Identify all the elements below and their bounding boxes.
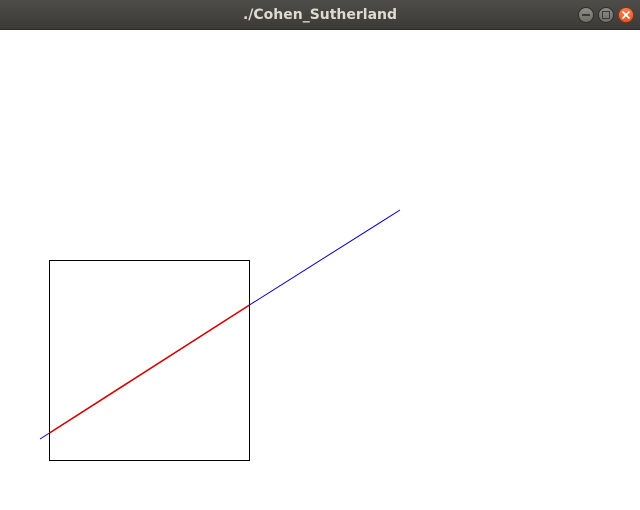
maximize-button[interactable] xyxy=(598,7,614,23)
clipping-window xyxy=(49,260,250,461)
close-icon xyxy=(622,11,630,19)
drawing-canvas xyxy=(0,30,640,510)
minimize-icon xyxy=(582,14,590,16)
line-segment-outside-right xyxy=(249,209,401,306)
maximize-icon xyxy=(602,11,610,19)
line-segment-outside-left xyxy=(39,432,50,440)
minimize-button[interactable] xyxy=(578,7,594,23)
title-bar[interactable]: ./Cohen_Sutherland xyxy=(0,0,640,30)
clipped-line-segment xyxy=(49,304,250,434)
window-title: ./Cohen_Sutherland xyxy=(242,7,398,23)
window-controls xyxy=(578,7,634,23)
drawing-surface xyxy=(39,209,401,461)
close-button[interactable] xyxy=(618,7,634,23)
